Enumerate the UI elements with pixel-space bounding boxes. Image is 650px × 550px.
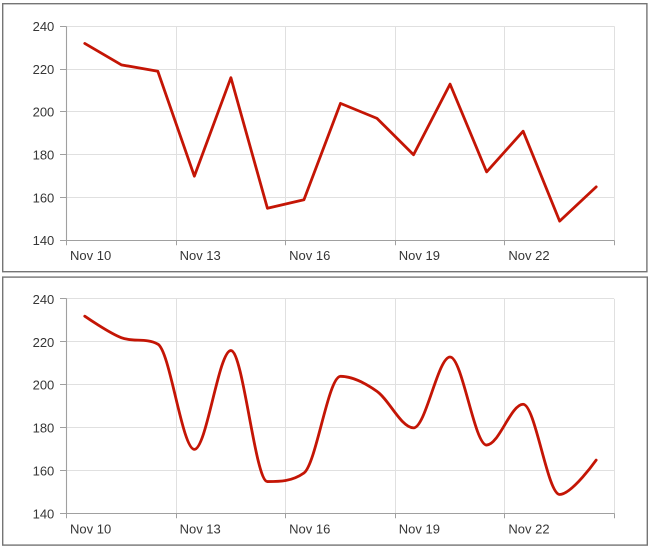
svg-text:Nov 22: Nov 22 — [508, 521, 549, 536]
svg-text:Nov 13: Nov 13 — [180, 248, 221, 263]
svg-text:140: 140 — [33, 233, 55, 248]
svg-text:220: 220 — [33, 62, 55, 77]
svg-text:Nov 10: Nov 10 — [70, 521, 111, 536]
svg-text:Nov 16: Nov 16 — [289, 521, 330, 536]
svg-text:Nov 19: Nov 19 — [399, 248, 440, 263]
svg-text:Nov 19: Nov 19 — [399, 521, 440, 536]
svg-text:160: 160 — [33, 464, 55, 479]
svg-text:180: 180 — [33, 421, 55, 436]
svg-text:200: 200 — [33, 105, 55, 120]
svg-text:240: 240 — [33, 292, 55, 307]
svg-text:Nov 22: Nov 22 — [508, 248, 549, 263]
svg-text:200: 200 — [33, 378, 55, 393]
svg-text:220: 220 — [33, 335, 55, 350]
svg-text:Nov 13: Nov 13 — [180, 521, 221, 536]
svg-text:140: 140 — [33, 507, 55, 522]
svg-text:Nov 10: Nov 10 — [70, 248, 111, 263]
svg-text:Nov 16: Nov 16 — [289, 248, 330, 263]
svg-text:240: 240 — [33, 19, 55, 34]
svg-text:180: 180 — [33, 148, 55, 163]
svg-text:160: 160 — [33, 190, 55, 205]
